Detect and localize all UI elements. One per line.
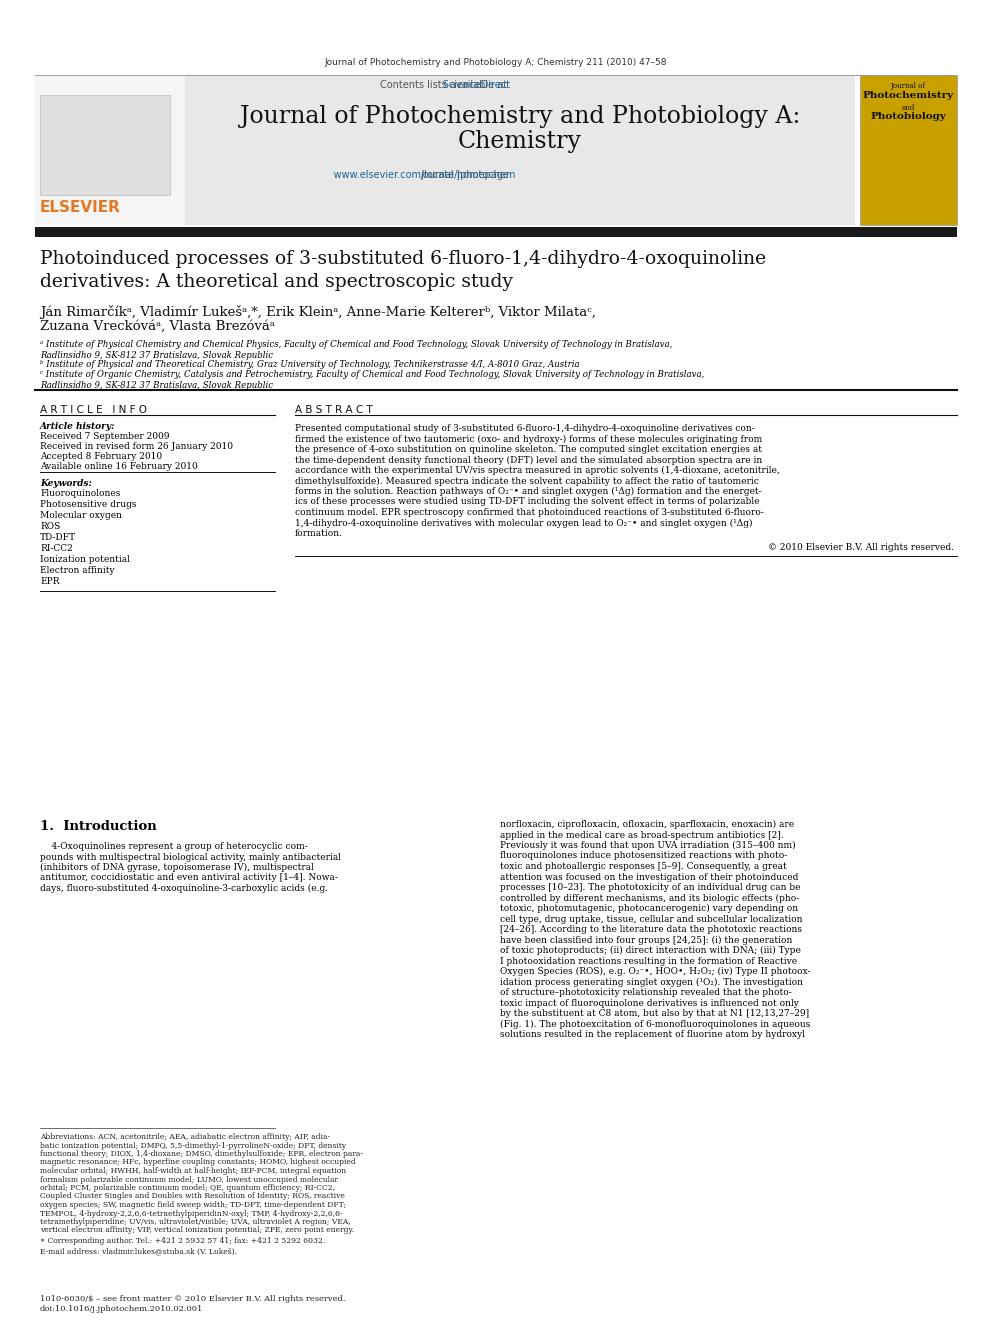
Text: Article history:: Article history:	[40, 422, 115, 431]
Text: Radlinsídho 9, SK-812 37 Bratislava, Slovak Republic: Radlinsídho 9, SK-812 37 Bratislava, Slo…	[40, 380, 273, 389]
Text: fluoroquinolones induce photosensitized reactions with photo-: fluoroquinolones induce photosensitized …	[500, 852, 788, 860]
Text: processes [10–23]. The phototoxicity of an individual drug can be: processes [10–23]. The phototoxicity of …	[500, 882, 801, 892]
Text: controlled by different mechanisms, and its biologic effects (pho-: controlled by different mechanisms, and …	[500, 893, 800, 902]
Text: the time-dependent density functional theory (DFT) level and the simulated absor: the time-dependent density functional th…	[295, 455, 762, 464]
Text: solutions resulted in the replacement of fluorine atom by hydroxyl: solutions resulted in the replacement of…	[500, 1031, 805, 1039]
Text: formation.: formation.	[295, 529, 343, 538]
Text: Abbreviations: ACN, acetonitrile; AEA, adiabatic electron affinity; AIP, adia-: Abbreviations: ACN, acetonitrile; AEA, a…	[40, 1132, 330, 1140]
Text: attention was focused on the investigation of their photoinduced: attention was focused on the investigati…	[500, 872, 799, 881]
Text: days, fluoro-substituted 4-oxoquinoline-3-carboxylic acids (e.g.: days, fluoro-substituted 4-oxoquinoline-…	[40, 884, 328, 893]
Text: ics of these processes were studied using TD-DFT including the solvent effect in: ics of these processes were studied usin…	[295, 497, 760, 507]
Text: Radlinsídho 9, SK-812 37 Bratislava, Slovak Republic: Radlinsídho 9, SK-812 37 Bratislava, Slo…	[40, 351, 273, 360]
Text: batic ionization potential; DMPQ, 5,5-dimethyl-1-pyrrolineN-oxide; DFT, density: batic ionization potential; DMPQ, 5,5-di…	[40, 1142, 346, 1150]
Text: Journal of Photochemistry and Photobiology A:: Journal of Photochemistry and Photobiolo…	[240, 105, 801, 128]
Text: doi:10.1016/j.jphotochem.2010.02.001: doi:10.1016/j.jphotochem.2010.02.001	[40, 1304, 203, 1312]
Text: ᶜ Institute of Organic Chemistry, Catalysis and Petrochemistry, Faculty of Chemi: ᶜ Institute of Organic Chemistry, Cataly…	[40, 370, 704, 378]
Text: the presence of 4-oxo substitution on quinoline skeleton. The computed singlet e: the presence of 4-oxo substitution on qu…	[295, 445, 762, 454]
Text: Electron affinity: Electron affinity	[40, 566, 115, 576]
Text: 4-Oxoquinolines represent a group of heterocyclic com-: 4-Oxoquinolines represent a group of het…	[40, 841, 308, 851]
Text: Chemistry: Chemistry	[458, 130, 582, 153]
Text: vertical electron affinity; VIP, vertical ionization potential; ZPE, zero point : vertical electron affinity; VIP, vertica…	[40, 1226, 354, 1234]
Text: ᵇ Institute of Physical and Theoretical Chemistry, Graz University of Technology: ᵇ Institute of Physical and Theoretical …	[40, 360, 579, 369]
Text: (Fig. 1). The photoexcitation of 6-monofluoroquinolones in aqueous: (Fig. 1). The photoexcitation of 6-monof…	[500, 1020, 810, 1028]
Text: derivatives: A theoretical and spectroscopic study: derivatives: A theoretical and spectrosc…	[40, 273, 513, 291]
Text: Keywords:: Keywords:	[40, 479, 92, 488]
Text: orbital; PCM, polarizable continuum model; QE, quantum efficiency; RI-CC2,: orbital; PCM, polarizable continuum mode…	[40, 1184, 335, 1192]
Text: Oxygen Species (ROS), e.g. O₂⁻•, HOO•, H₂O₂; (iv) Type II photoox-: Oxygen Species (ROS), e.g. O₂⁻•, HOO•, H…	[500, 967, 810, 976]
Text: by the substituent at C8 atom, but also by that at N1 [12,13,27–29]: by the substituent at C8 atom, but also …	[500, 1009, 809, 1017]
Text: 1.  Introduction: 1. Introduction	[40, 820, 157, 833]
Text: Contents lists available at: Contents lists available at	[380, 79, 510, 90]
Text: cell type, drug uptake, tissue, cellular and subcellular localization: cell type, drug uptake, tissue, cellular…	[500, 914, 803, 923]
Text: [24–26]. According to the literature data the phototoxic reactions: [24–26]. According to the literature dat…	[500, 925, 802, 934]
Text: accordance with the experimental UV/vis spectra measured in aprotic solvents (1,: accordance with the experimental UV/vis …	[295, 466, 780, 475]
Text: ∗ Corresponding author. Tel.: +421 2 5932 57 41; fax: +421 2 5292 6032.: ∗ Corresponding author. Tel.: +421 2 593…	[40, 1237, 325, 1245]
Text: have been classified into four groups [24,25]: (i) the generation: have been classified into four groups [2…	[500, 935, 793, 945]
Text: ScienceDirect: ScienceDirect	[399, 79, 510, 90]
Text: pounds with multispectral biological activity, mainly antibacterial: pounds with multispectral biological act…	[40, 852, 341, 861]
Text: Journal of Photochemistry and Photobiology A; Chemistry 211 (2010) 47–58: Journal of Photochemistry and Photobiolo…	[324, 58, 668, 67]
Text: norfloxacin, ciprofloxacin, ofloxacin, sparfloxacin, enoxacin) are: norfloxacin, ciprofloxacin, ofloxacin, s…	[500, 820, 795, 830]
Text: Available online 16 February 2010: Available online 16 February 2010	[40, 462, 197, 471]
Text: molecular orbital; HWHH, half-width at half-height; IEF-PCM, integral equation: molecular orbital; HWHH, half-width at h…	[40, 1167, 346, 1175]
Text: A R T I C L E   I N F O: A R T I C L E I N F O	[40, 405, 147, 415]
Text: continuum model. EPR spectroscopy confirmed that photoinduced reactions of 3-sub: continuum model. EPR spectroscopy confir…	[295, 508, 764, 517]
Text: oxygen species; SW, magnetic field sweep width; TD-DFT, time-dependent DFT;: oxygen species; SW, magnetic field sweep…	[40, 1201, 346, 1209]
Text: RI-CC2: RI-CC2	[40, 544, 72, 553]
Text: ROS: ROS	[40, 523, 61, 531]
Bar	[185, 75, 855, 225]
Text: antitumor, coccidiostatic and even antiviral activity [1–4]. Nowa-: antitumor, coccidiostatic and even antiv…	[40, 873, 338, 882]
Text: of toxic photoproducts; (ii) direct interaction with DNA; (iii) Type: of toxic photoproducts; (ii) direct inte…	[500, 946, 801, 955]
Text: Photobiology: Photobiology	[870, 112, 946, 120]
Text: tetramethylpiperidine; UV/vis, ultraviolet/visible; UVA, ultraviolet A region; V: tetramethylpiperidine; UV/vis, ultraviol…	[40, 1218, 351, 1226]
Text: journal homepage:: journal homepage:	[420, 169, 515, 180]
Text: toxic and photoallergic responses [5–9]. Consequently, a great: toxic and photoallergic responses [5–9].…	[500, 863, 787, 871]
Bar	[35, 75, 185, 225]
Text: and: and	[902, 105, 915, 112]
Text: Zuzana Vreckóváᵃ, Vlasta Brezóváᵃ: Zuzana Vreckóváᵃ, Vlasta Brezóváᵃ	[40, 320, 275, 333]
Text: TEMPOL, 4-hydroxy-2,2,6,6-tetraethylpiperidinN-oxyl; TMP, 4-hydroxy-2,2,6,6-: TEMPOL, 4-hydroxy-2,2,6,6-tetraethylpipe…	[40, 1209, 342, 1217]
Text: Fluoroquinolones: Fluoroquinolones	[40, 490, 120, 497]
Text: Ján Rimarčíkᵃ, Vladimír Lukešᵃ,*, Erik Kleinᵃ, Anne-Marie Keltererᵇ, Viktor Mila: Ján Rimarčíkᵃ, Vladimír Lukešᵃ,*, Erik K…	[40, 306, 596, 319]
Text: Received in revised form 26 January 2010: Received in revised form 26 January 2010	[40, 442, 233, 451]
Text: Photosensitive drugs: Photosensitive drugs	[40, 500, 137, 509]
Text: functional theory; DIOX, 1,4-dioxane; DMSO, dimethylsulfoxide; EPR, electron par: functional theory; DIOX, 1,4-dioxane; DM…	[40, 1150, 363, 1158]
Text: 1,4-dihydro-4-oxoquinoline derivatives with molecular oxygen lead to O₂⁻• and si: 1,4-dihydro-4-oxoquinoline derivatives w…	[295, 519, 753, 528]
Text: applied in the medical care as broad-spectrum antibiotics [2].: applied in the medical care as broad-spe…	[500, 831, 784, 840]
Text: www.elsevier.com/locate/jphotochem: www.elsevier.com/locate/jphotochem	[293, 169, 515, 180]
Text: A B S T R A C T: A B S T R A C T	[295, 405, 373, 415]
Text: 1010-6030/$ – see front matter © 2010 Elsevier B.V. All rights reserved.: 1010-6030/$ – see front matter © 2010 El…	[40, 1295, 345, 1303]
Text: TD-DFT: TD-DFT	[40, 533, 76, 542]
Text: Photochemistry: Photochemistry	[862, 91, 953, 101]
Text: ELSEVIER: ELSEVIER	[40, 200, 121, 216]
Text: (inhibitors of DNA gyrase, topoisomerase IV), multispectral: (inhibitors of DNA gyrase, topoisomerase…	[40, 863, 313, 872]
Text: magnetic resonance; HFc, hyperfine coupling constants; HOMO, highest occupied: magnetic resonance; HFc, hyperfine coupl…	[40, 1159, 356, 1167]
Text: idation process generating singlet oxygen (¹O₂). The investigation: idation process generating singlet oxyge…	[500, 978, 803, 987]
Text: firmed the existence of two tautomeric (oxo- and hydroxy-) forms of these molecu: firmed the existence of two tautomeric (…	[295, 434, 762, 443]
Text: EPR: EPR	[40, 577, 60, 586]
Text: forms in the solution. Reaction pathways of O₂⁻• and singlet oxygen (¹Δg) format: forms in the solution. Reaction pathways…	[295, 487, 762, 496]
Text: Photoinduced processes of 3-substituted 6-fluoro-1,4-dihydro-4-oxoquinoline: Photoinduced processes of 3-substituted …	[40, 250, 766, 269]
Text: Received 7 September 2009: Received 7 September 2009	[40, 433, 170, 441]
Bar	[860, 75, 957, 225]
Text: totoxic, photomutagenic, photocancerogenic) vary depending on: totoxic, photomutagenic, photocancerogen…	[500, 904, 799, 913]
Text: I photooxidation reactions resulting in the formation of Reactive: I photooxidation reactions resulting in …	[500, 957, 798, 966]
Text: Journal of: Journal of	[891, 82, 926, 90]
Text: dimethylsulfoxide). Measured spectra indicate the solvent capability to affect t: dimethylsulfoxide). Measured spectra ind…	[295, 476, 759, 486]
Text: formalism polarizable continuum model; LUMO, lowest unoccupied molecular: formalism polarizable continuum model; L…	[40, 1176, 338, 1184]
Text: toxic impact of fluoroquinolone derivatives is influenced not only: toxic impact of fluoroquinolone derivati…	[500, 999, 799, 1008]
Text: E-mail address: vladimir.lukes@stuba.sk (V. Lukeš).: E-mail address: vladimir.lukes@stuba.sk …	[40, 1248, 237, 1256]
Text: Previously it was found that upon UVA irradiation (315–400 nm): Previously it was found that upon UVA ir…	[500, 841, 796, 851]
Text: of structure–phototoxicity relationship revealed that the photo-: of structure–phototoxicity relationship …	[500, 988, 792, 998]
Text: Presented computational study of 3-substituted 6-fluoro-1,4-dihydro-4-oxoquinoli: Presented computational study of 3-subst…	[295, 423, 755, 433]
Text: Coupled Cluster Singles and Doubles with Resolution of Identity; ROS, reactive: Coupled Cluster Singles and Doubles with…	[40, 1192, 345, 1200]
Bar	[40, 95, 170, 194]
Bar	[35, 228, 957, 237]
Text: © 2010 Elsevier B.V. All rights reserved.: © 2010 Elsevier B.V. All rights reserved…	[768, 544, 954, 553]
Text: Ionization potential: Ionization potential	[40, 556, 130, 564]
Text: Accepted 8 February 2010: Accepted 8 February 2010	[40, 452, 162, 460]
Text: ᵃ Institute of Physical Chemistry and Chemical Physics, Faculty of Chemical and : ᵃ Institute of Physical Chemistry and Ch…	[40, 340, 673, 349]
Text: Molecular oxygen: Molecular oxygen	[40, 511, 122, 520]
